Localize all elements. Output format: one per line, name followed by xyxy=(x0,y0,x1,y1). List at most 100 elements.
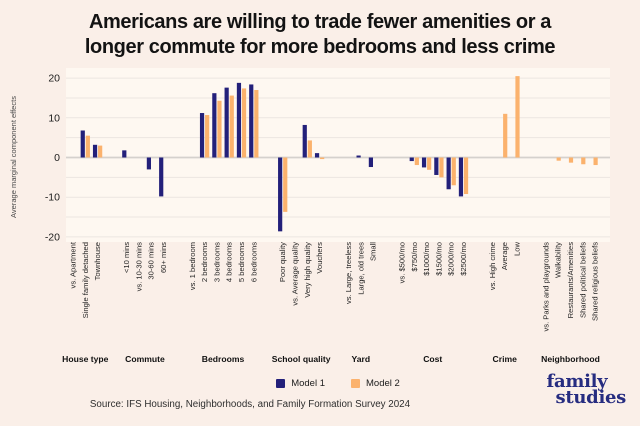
bar-model2 xyxy=(503,113,508,158)
category-label: Single family detached xyxy=(81,242,90,318)
category-label: 6 bedrooms xyxy=(249,242,258,282)
category-label: Average xyxy=(500,242,509,270)
category-label: Vouchers xyxy=(315,242,324,274)
bar-model1 xyxy=(368,157,373,168)
model2-swatch xyxy=(351,379,360,388)
category-label: vs. Average quality xyxy=(291,242,300,306)
bar-model1 xyxy=(122,150,127,158)
group-label: House type xyxy=(62,354,109,364)
category-label: 4 bedrooms xyxy=(225,242,234,282)
family-studies-logo: family studies xyxy=(546,371,627,408)
bar-model2 xyxy=(241,88,247,158)
category-label: Large, old trees xyxy=(356,242,365,295)
chart-title-line1: Americans are willing to trade fewer ame… xyxy=(89,11,551,33)
legend-label-model1: Model 1 xyxy=(291,378,325,389)
bar-model1 xyxy=(356,155,361,158)
group-label: Crime xyxy=(493,354,518,364)
category-label: $750/mo xyxy=(410,242,419,272)
chart-title: Americans are willing to trade fewer ame… xyxy=(20,10,620,60)
bar-model2 xyxy=(593,157,598,166)
legend-item-model2: Model 2 xyxy=(351,378,400,389)
bar-model2 xyxy=(451,157,456,186)
bar-model1 xyxy=(458,157,464,197)
bar-model1 xyxy=(212,93,217,158)
y-tick-label: 0 xyxy=(54,152,60,164)
bar-model2 xyxy=(229,95,234,158)
bar-model2 xyxy=(254,90,259,158)
category-label: Shared political beliefs xyxy=(578,242,587,318)
bar-model1 xyxy=(446,157,451,190)
group-label: Bedrooms xyxy=(202,354,245,364)
bar-model1 xyxy=(92,144,98,158)
y-tick-label: 10 xyxy=(48,112,60,124)
bar-model1 xyxy=(159,157,164,197)
category-label: vs. High crime xyxy=(488,242,497,290)
category-label: Townhouse xyxy=(93,242,102,280)
group-label: Neighborhood xyxy=(541,354,600,364)
bar-model1 xyxy=(278,157,283,232)
logo-line1: family xyxy=(546,371,608,392)
source-note: Source: IFS Housing, Neighborhoods, and … xyxy=(89,399,411,410)
category-label: Walkability xyxy=(554,242,563,278)
group-label: Yard xyxy=(351,354,370,364)
category-label: 3 bedrooms xyxy=(212,242,221,282)
category-label: 5 bedrooms xyxy=(237,242,246,282)
logo-line2: studies xyxy=(555,386,627,408)
bar-model2 xyxy=(515,76,520,158)
bar-model1 xyxy=(302,124,307,158)
legend-label-model2: Model 2 xyxy=(366,378,400,389)
bar-model2 xyxy=(217,100,222,158)
bar-model1 xyxy=(314,153,320,158)
bar-model1 xyxy=(409,157,414,162)
group-label: Cost xyxy=(423,354,442,364)
bar-model1 xyxy=(249,84,254,158)
bar-model2 xyxy=(85,135,90,158)
y-tick-label: -10 xyxy=(45,192,60,204)
bar-model1 xyxy=(236,82,242,158)
category-label: vs. Parks and playgrounds xyxy=(541,242,550,332)
bar-model1 xyxy=(421,157,427,168)
category-label: Very high quality xyxy=(303,242,312,298)
category-label: 60+ mins xyxy=(159,242,168,273)
chart-legend: Model 1 Model 2 xyxy=(66,378,610,389)
bar-model2 xyxy=(205,115,210,158)
category-label: Shared religious beliefs xyxy=(591,242,600,321)
model1-swatch xyxy=(276,379,286,388)
bar-model1 xyxy=(199,113,205,158)
category-label: $1000/mo xyxy=(422,242,431,276)
y-tick-label: 20 xyxy=(48,73,60,85)
category-label: vs. Large, treeless xyxy=(344,242,353,304)
group-label: School quality xyxy=(272,354,331,364)
category-label: Restaurants/Amenities xyxy=(566,242,575,319)
bar-model2 xyxy=(568,157,574,163)
category-label: Small xyxy=(369,242,378,261)
bar-model2 xyxy=(320,157,325,160)
bar-model2 xyxy=(439,157,444,178)
bar-model1 xyxy=(80,130,85,158)
bar-model2 xyxy=(556,157,561,161)
category-label: $2000/mo xyxy=(447,242,456,276)
category-label: vs. $500/mo xyxy=(398,242,407,283)
category-label: vs. 10-30 mins xyxy=(134,242,143,292)
plot-area xyxy=(66,68,610,242)
category-label: vs. 1 bedroom xyxy=(188,242,197,290)
y-axis-title: Average marginal component effects xyxy=(9,96,18,218)
bar-model2 xyxy=(283,157,288,212)
bar-model2 xyxy=(98,145,103,158)
chart-title-line2: longer commute for more bedrooms and les… xyxy=(84,35,556,58)
y-tick-label: -20 xyxy=(45,231,60,243)
category-label: Low xyxy=(513,241,522,255)
legend-item-model1: Model 1 xyxy=(276,378,325,389)
category-label: <10 mins xyxy=(122,242,131,273)
bar-model2 xyxy=(463,157,469,195)
category-label: $1500/mo xyxy=(434,242,443,276)
category-label: vs. Apartment xyxy=(69,241,78,288)
bar-model1 xyxy=(434,157,439,175)
category-label: 2 bedrooms xyxy=(200,242,209,282)
bar-model2 xyxy=(427,157,432,170)
bar-model2 xyxy=(581,157,586,165)
category-label: Poor quality xyxy=(278,242,287,282)
group-label: Commute xyxy=(125,354,165,364)
